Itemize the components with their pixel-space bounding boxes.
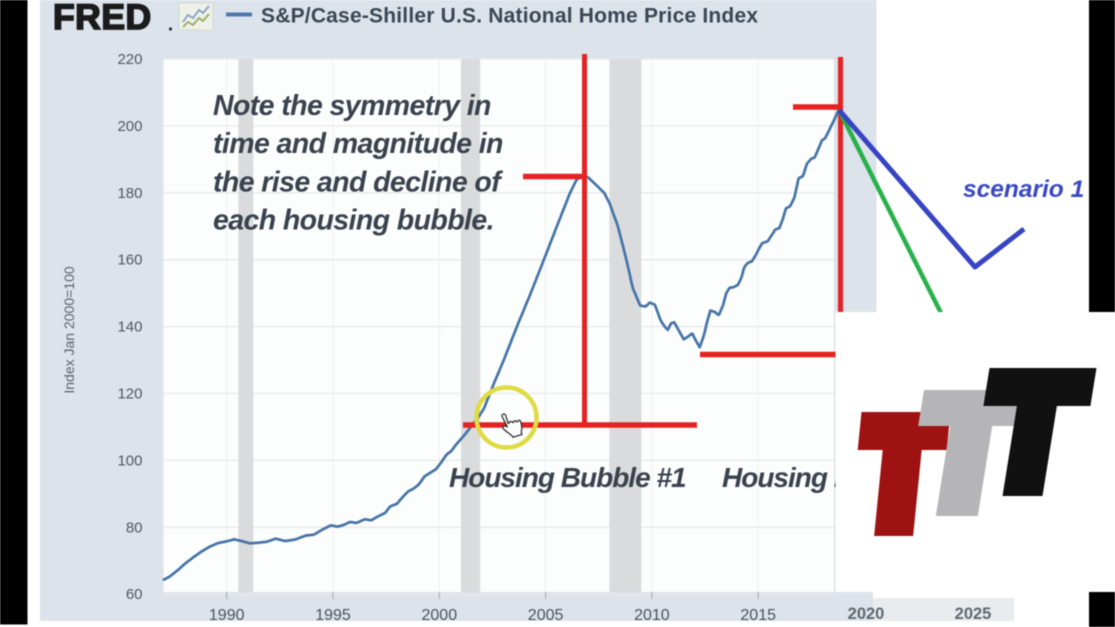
svg-text:120: 120 bbox=[117, 386, 142, 403]
svg-text:Note the symmetry in: Note the symmetry in bbox=[213, 90, 491, 122]
svg-text:2005: 2005 bbox=[528, 607, 564, 624]
svg-text:each housing bubble.: each housing bubble. bbox=[213, 205, 494, 237]
svg-text:2020: 2020 bbox=[848, 605, 885, 623]
svg-text:scenario 1: scenario 1 bbox=[963, 176, 1084, 203]
svg-text:160: 160 bbox=[117, 252, 142, 269]
svg-text:2000: 2000 bbox=[422, 607, 458, 624]
svg-text:Housing Bubble #1: Housing Bubble #1 bbox=[449, 462, 686, 493]
svg-text:180: 180 bbox=[117, 185, 142, 202]
svg-text:200: 200 bbox=[117, 118, 142, 135]
svg-text:80: 80 bbox=[126, 519, 143, 536]
svg-text:S&P/Case-Shiller U.S. National: S&P/Case-Shiller U.S. National Home Pric… bbox=[261, 5, 758, 28]
svg-text:2010: 2010 bbox=[634, 607, 670, 624]
svg-text:Index Jan 2000=100: Index Jan 2000=100 bbox=[61, 266, 77, 393]
svg-text:1995: 1995 bbox=[315, 607, 351, 624]
svg-text:100: 100 bbox=[117, 452, 142, 469]
svg-text:2025: 2025 bbox=[955, 605, 992, 623]
svg-text:140: 140 bbox=[117, 319, 142, 336]
svg-text:FRED: FRED bbox=[53, 0, 152, 37]
svg-text:2015: 2015 bbox=[740, 607, 776, 624]
svg-text:the rise and decline of: the rise and decline of bbox=[213, 166, 503, 198]
svg-text:60: 60 bbox=[126, 586, 143, 603]
svg-text:1990: 1990 bbox=[209, 607, 245, 624]
svg-text:time and magnitude in: time and magnitude in bbox=[213, 128, 503, 160]
svg-text:220: 220 bbox=[117, 51, 142, 68]
